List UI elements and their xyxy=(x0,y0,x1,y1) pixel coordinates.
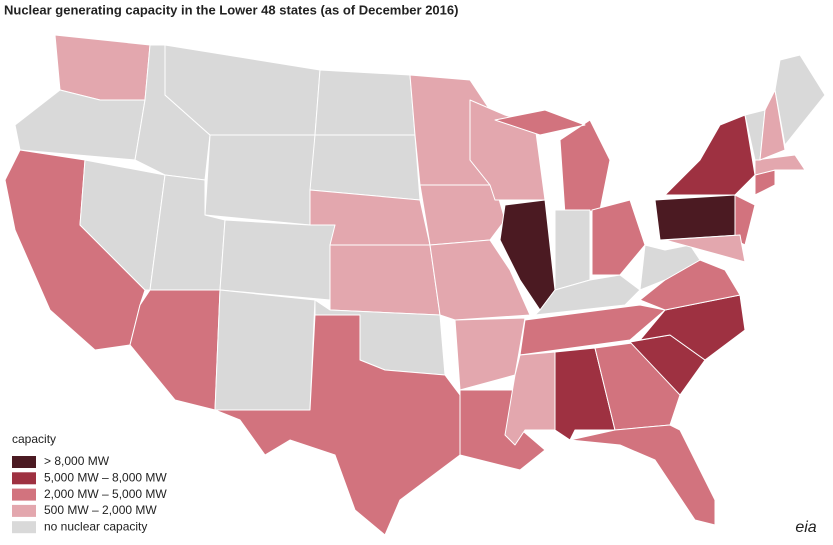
state xyxy=(314,69,416,136)
state xyxy=(591,199,646,276)
legend-label: 2,000 MW – 5,000 MW xyxy=(44,487,167,501)
legend-swatch xyxy=(12,521,36,534)
legend-label: 500 MW – 2,000 MW xyxy=(44,503,157,517)
state xyxy=(214,314,461,536)
state xyxy=(519,304,666,356)
state xyxy=(664,114,756,196)
state xyxy=(734,194,756,246)
state xyxy=(54,34,151,101)
legend-swatch xyxy=(12,456,36,468)
state xyxy=(214,289,316,411)
state xyxy=(329,244,441,316)
legend-swatch xyxy=(12,488,36,501)
state xyxy=(429,239,531,321)
logo: eia xyxy=(795,519,816,536)
state xyxy=(569,424,716,526)
state xyxy=(309,134,421,201)
state xyxy=(654,194,741,241)
legend-label: no nuclear capacity xyxy=(44,519,147,533)
state xyxy=(774,54,826,146)
state xyxy=(129,289,221,411)
states xyxy=(4,34,826,536)
state xyxy=(534,274,641,316)
state xyxy=(554,209,591,291)
legend-label: 5,000 MW – 8,000 MW xyxy=(44,470,167,484)
state xyxy=(79,159,166,291)
state xyxy=(664,234,746,263)
legend-label: > 8,000 MW xyxy=(44,454,110,468)
state xyxy=(419,184,506,246)
state xyxy=(754,154,806,176)
state xyxy=(759,89,786,161)
legend-swatch xyxy=(12,504,36,517)
state xyxy=(219,219,336,301)
legend: > 8,000 MW 5,000 MW – 8,000 MW 2,000 MW – … xyxy=(12,454,167,533)
state xyxy=(204,134,316,226)
state xyxy=(494,109,611,216)
state xyxy=(14,89,146,161)
legend-title: capacity xyxy=(12,432,56,446)
legend-swatch xyxy=(12,472,36,485)
map-title: Nuclear generating capacity in the Lower… xyxy=(4,2,458,17)
